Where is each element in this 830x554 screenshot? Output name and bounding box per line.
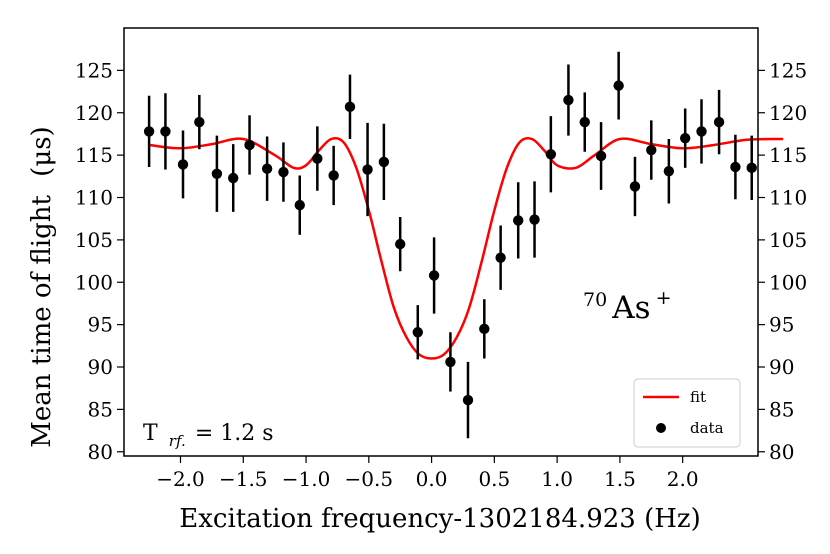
- y-tick-label-right: 90: [769, 355, 794, 379]
- data-point: [579, 116, 590, 128]
- data-point: [746, 162, 757, 174]
- data-point: [328, 170, 339, 181]
- x-axis-title: Excitation frequency-1302184.923 (Hz): [179, 504, 701, 534]
- isotope-annotation: 70 As +: [583, 287, 672, 326]
- data-point: [228, 172, 239, 184]
- y-tick-label-right: 95: [769, 313, 794, 337]
- plot-area-frame: [123, 27, 759, 457]
- y-tick-label-left: 125: [75, 58, 113, 82]
- data-point: [713, 116, 725, 128]
- legend: fit data: [633, 378, 741, 448]
- y-tick-label-left: 115: [75, 143, 113, 167]
- y-axis-title: Mean time of flight (μs): [27, 126, 57, 447]
- x-tick-label: 0.5: [478, 467, 510, 491]
- x-tick-label: −1.5: [219, 467, 268, 491]
- data-point: [378, 156, 390, 168]
- isotope-charge: +: [656, 287, 672, 309]
- data-point: [529, 214, 540, 225]
- data-point: [445, 356, 456, 368]
- data-point: [312, 153, 323, 164]
- fit-series: [148, 136, 784, 360]
- y-tick-label-left: 110: [75, 186, 113, 210]
- data-point: [160, 126, 171, 137]
- legend-data-swatch: [656, 423, 666, 433]
- y-tick-label-left: 85: [88, 397, 113, 421]
- data-point: [394, 238, 406, 250]
- data-point: [696, 126, 707, 137]
- data-point: [462, 394, 474, 406]
- data-point: [211, 168, 223, 179]
- data-point: [679, 132, 691, 144]
- data-series: [143, 51, 757, 439]
- x-tick-label: 1.0: [541, 467, 573, 491]
- data-point: [344, 101, 356, 113]
- data-point: [730, 161, 741, 173]
- y-axis-title-text: Mean time of flight: [27, 195, 57, 448]
- y-tick-label-right: 105: [769, 228, 807, 252]
- x-tick-label: 1.5: [604, 467, 636, 491]
- trf-value: = 1.2 s: [195, 421, 274, 446]
- data-point: [629, 181, 641, 192]
- data-point: [646, 144, 657, 156]
- data-point: [143, 126, 155, 137]
- x-tick-label: −2.0: [156, 467, 205, 491]
- y-tick-label-right: 115: [769, 143, 807, 167]
- data-point: [563, 94, 574, 106]
- data-point: [362, 164, 373, 175]
- data-point: [194, 116, 205, 128]
- fit-curve: [148, 136, 784, 360]
- y-tick-label-right: 120: [769, 101, 807, 125]
- data-point: [244, 139, 255, 151]
- y-tick-label-right: 80: [769, 440, 794, 464]
- data-point: [479, 323, 490, 335]
- data-point: [545, 149, 557, 160]
- x-tick-label: −1.0: [282, 467, 331, 491]
- y-tick-label-left: 100: [75, 270, 113, 294]
- trf-annotation: T rf. = 1.2 s: [143, 421, 274, 450]
- tick-labels: −2.0 −1.5 −1.0 −0.5 0.0 0.5 1.0 1.5 2.0 80 80 85 85 9…: [75, 58, 807, 491]
- data-point: [278, 166, 289, 178]
- y-tick-label-left: 120: [75, 101, 113, 125]
- trf-symbol: T: [143, 421, 158, 446]
- x-tick-label: 2.0: [667, 467, 699, 491]
- data-point: [495, 252, 506, 263]
- y-tick-label-left: 95: [88, 313, 113, 337]
- data-point: [177, 159, 189, 170]
- x-tick-label: 0.0: [416, 467, 448, 491]
- data-point: [261, 163, 273, 174]
- legend-frame: [633, 378, 741, 448]
- data-point: [613, 80, 624, 91]
- y-tick-label-left: 80: [88, 440, 113, 464]
- isotope-symbol: As: [611, 290, 650, 326]
- y-tick-label-right: 125: [769, 58, 807, 82]
- trf-subscript: rf.: [169, 432, 186, 450]
- y-tick-label-left: 90: [88, 355, 113, 379]
- isotope-mass-number: 70: [583, 289, 607, 311]
- data-point: [412, 327, 423, 338]
- data-point: [663, 166, 675, 177]
- y-axis-title-unit: (μs): [27, 126, 57, 177]
- y-tick-label-left: 105: [75, 228, 113, 252]
- y-tick-label-right: 110: [769, 186, 807, 210]
- y-tick-label-right: 85: [769, 397, 794, 421]
- data-point: [428, 270, 440, 281]
- legend-fit-label: fit: [690, 388, 706, 406]
- legend-data-label: data: [690, 419, 724, 437]
- data-point: [513, 215, 524, 226]
- data-point: [294, 199, 305, 211]
- data-point: [595, 150, 607, 162]
- x-tick-label: −0.5: [345, 467, 394, 491]
- y-tick-label-right: 100: [769, 270, 807, 294]
- tick-marks: [117, 69, 765, 463]
